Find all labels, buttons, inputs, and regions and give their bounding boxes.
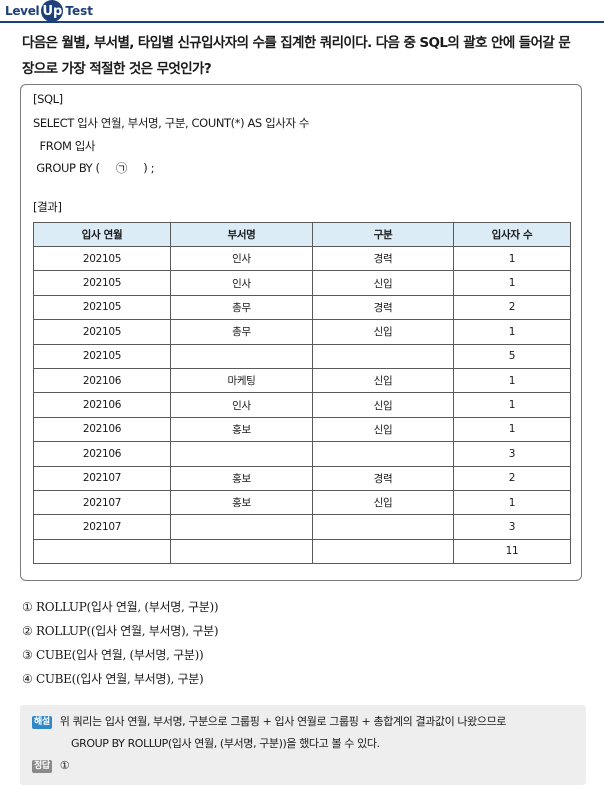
sql-label: [SQL] [33,92,63,106]
table-cell [170,514,313,540]
column-header: 입사자 수 [453,222,571,247]
table-row: 202105 5 [33,343,571,369]
sql-line-1: SELECT 입사 연월, 부서명, 구분, COUNT(*) AS 입사자 수 [33,116,310,130]
table-cell: 202105 [33,343,171,369]
table-cell: 1 [453,319,571,345]
table-cell: 1 [453,489,571,516]
table-cell: 202105 [33,319,171,345]
table-cell [170,343,313,369]
table-cell: 5 [453,343,571,369]
table-cell: 202106 [33,367,171,394]
table-cell: 1 [453,392,571,418]
table-cell: 2 [453,294,571,321]
choices-list: ① ROLLUP(입사 연월, (부서명, 구분)) ② ROLLUP((입사 … [22,595,219,691]
table-cell [312,343,454,369]
table-cell: 홍보 [170,489,313,516]
explanation-tag: 해설 [32,715,52,729]
table-cell: 마케팅 [170,367,313,394]
sql-line-2: FROM 입사 [33,139,96,153]
table-row: 202105 총무 경력 2 [33,294,571,321]
table-cell: 202106 [33,416,171,443]
table-cell: 인사 [170,392,313,418]
choice-2[interactable]: ② ROLLUP((입사 연월, 부서명), 구분) [22,624,219,638]
table-cell: 1 [453,416,571,443]
table-row: 202107 홍보 경력 2 [33,465,571,491]
sql-line-3: GROUP BY ( ㉠ ) ; [33,161,155,175]
question-line-1: 다음은 월별, 부서별, 타입별 신규입사자의 수를 집계한 쿼리이다. 다음 … [22,35,571,51]
table-cell: 202105 [33,270,171,296]
table-cell: 인사 [170,245,313,272]
table-cell: 2 [453,465,571,491]
table-cell: 1 [453,367,571,394]
table-cell: 3 [453,514,571,540]
column-header: 부서명 [170,222,313,247]
table-row: 202105 총무 신입 1 [33,319,571,345]
table-cell [312,441,454,467]
table-cell: 신입 [312,489,454,516]
table-cell: 1 [453,270,571,296]
table-cell: 경력 [312,465,454,491]
table-cell: 경력 [312,245,454,272]
table-cell: 202106 [33,441,171,467]
question-text: 다음은 월별, 부서별, 타입별 신규입사자의 수를 집계한 쿼리이다. 다음 … [22,30,592,82]
table-cell [170,441,313,467]
table-row: 202107 홍보 신입 1 [33,489,571,516]
table-cell: 신입 [312,392,454,418]
table-cell [312,514,454,540]
table-cell: 홍보 [170,465,313,491]
table-cell [33,538,171,565]
explanation-line-2: GROUP BY ROLLUP(입사 연월, (부서명, 구분))을 했다고 볼… [71,737,380,750]
table-row: 202106 인사 신입 1 [33,392,571,418]
table-cell: 총무 [170,319,313,345]
table-cell: 11 [453,538,571,565]
table-cell: 홍보 [170,416,313,443]
table-cell: 1 [453,245,571,272]
table-row: 202106 홍보 신입 1 [33,416,571,443]
logo-level-text: Level [5,4,40,18]
table-row: 11 [33,538,571,565]
logo-test-text: Test [65,4,93,18]
choice-4[interactable]: ④ CUBE((입사 연월, 부서명), 구분) [22,672,204,686]
choice-3[interactable]: ③ CUBE(입사 연월, (부서명, 구분)) [22,648,204,662]
result-label: [결과] [33,200,62,214]
table-cell [312,538,454,565]
result-table-body: 202105 인사 경력 1 202105 인사 신입 1 202105 총무 경력 2 202105 총… [33,245,571,565]
answer-wrap: 정답 ① [32,759,70,773]
table-cell: 3 [453,441,571,467]
table-row: 202106 3 [33,441,571,467]
table-cell: 202107 [33,489,171,516]
header-divider [0,21,604,23]
table-header-row: 입사 연월 부서명 구분 입사자 수 [33,222,571,247]
table-cell: 인사 [170,270,313,296]
table-row: 202105 인사 경력 1 [33,245,571,272]
table-cell: 신입 [312,416,454,443]
table-cell: 202105 [33,294,171,321]
table-cell: 202107 [33,465,171,491]
column-header: 구분 [312,222,454,247]
explanation-box: 해설 위 쿼리는 입사 연월, 부서명, 구분으로 그룹핑 + 입사 연월로 그룹… [20,705,586,785]
question-box [20,84,582,581]
table-cell: 202107 [33,514,171,540]
table-row: 202106 마케팅 신입 1 [33,367,571,394]
table-row: 202105 인사 신입 1 [33,270,571,296]
logo-up-badge: Up [41,0,64,22]
table-cell: 경력 [312,294,454,321]
table-cell: 신입 [312,319,454,345]
table-cell: 202106 [33,392,171,418]
explanation-line-1-wrap: 해설 위 쿼리는 입사 연월, 부서명, 구분으로 그룹핑 + 입사 연월로 그룹… [32,713,506,729]
table-cell: 신입 [312,270,454,296]
column-header: 입사 연월 [33,222,171,247]
answer-value: ① [59,759,70,772]
result-table: 입사 연월 부서명 구분 입사자 수 202105 인사 경력 1 202105 인사 신입… [33,222,571,565]
level-up-test-logo: Level Up Test [5,0,93,22]
choice-1[interactable]: ① ROLLUP(입사 연월, (부서명, 구분)) [22,600,219,614]
explanation-line-1: 위 쿼리는 입사 연월, 부서명, 구분으로 그룹핑 + 입사 연월로 그룹핑 … [59,715,507,728]
table-cell [170,538,313,565]
table-cell: 202105 [33,245,171,272]
table-row: 202107 3 [33,514,571,540]
answer-tag: 정답 [32,759,52,773]
table-cell: 신입 [312,367,454,394]
table-cell: 총무 [170,294,313,321]
question-line-2: 장으로 가장 적절한 것은 무엇인가? [22,61,212,77]
